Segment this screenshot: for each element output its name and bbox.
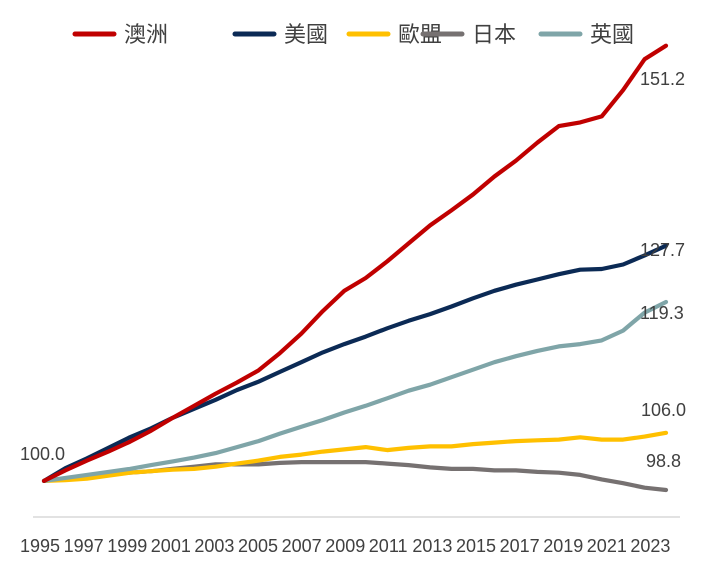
data-labels: 100.0 151.2 127.7 106.0 98.8 119.3 [20, 69, 686, 471]
end-value-label: 98.8 [646, 451, 681, 471]
legend-item: 日本 [420, 23, 516, 48]
legend-label: 美國 [284, 23, 328, 48]
start-value-label: 100.0 [20, 444, 65, 464]
end-value-label: 151.2 [640, 69, 685, 89]
series-layer [41, 43, 669, 493]
series-line [41, 43, 669, 483]
x-tick-label: 1995 [20, 536, 60, 556]
x-axis-ticks: 1995 1997 1999 2001 2003 2005 2007 2009 2011 2013… [20, 536, 670, 556]
legend-label: 日本 [472, 23, 516, 48]
legend: 澳洲 美國 歐盟 日本 英國 [72, 23, 634, 48]
x-tick-label: 2009 [325, 536, 365, 556]
end-value-label: 119.3 [640, 303, 684, 323]
x-tick-label: 2015 [456, 536, 496, 556]
series-line [41, 243, 669, 483]
x-tick-label: 2003 [194, 536, 234, 556]
end-value-label: 106.0 [641, 400, 686, 420]
series-line [41, 430, 669, 483]
end-value-label: 127.7 [640, 240, 685, 260]
x-tick-label: 2007 [282, 536, 322, 556]
x-tick-label: 2001 [151, 536, 191, 556]
x-tick-label: 2023 [630, 536, 670, 556]
legend-item: 美國 [232, 23, 328, 48]
legend-label: 澳洲 [124, 23, 168, 48]
series-line [41, 299, 669, 483]
legend-label: 英國 [590, 23, 634, 48]
x-tick-label: 2013 [412, 536, 452, 556]
x-tick-label: 2021 [587, 536, 627, 556]
x-tick-label: 2019 [543, 536, 583, 556]
x-tick-label: 2011 [369, 536, 408, 556]
x-tick-label: 1997 [64, 536, 104, 556]
legend-item: 澳洲 [72, 23, 168, 48]
x-tick-label: 1999 [107, 536, 147, 556]
x-tick-label: 2005 [238, 536, 278, 556]
legend-item: 英國 [538, 23, 634, 48]
x-tick-label: 2017 [500, 536, 540, 556]
